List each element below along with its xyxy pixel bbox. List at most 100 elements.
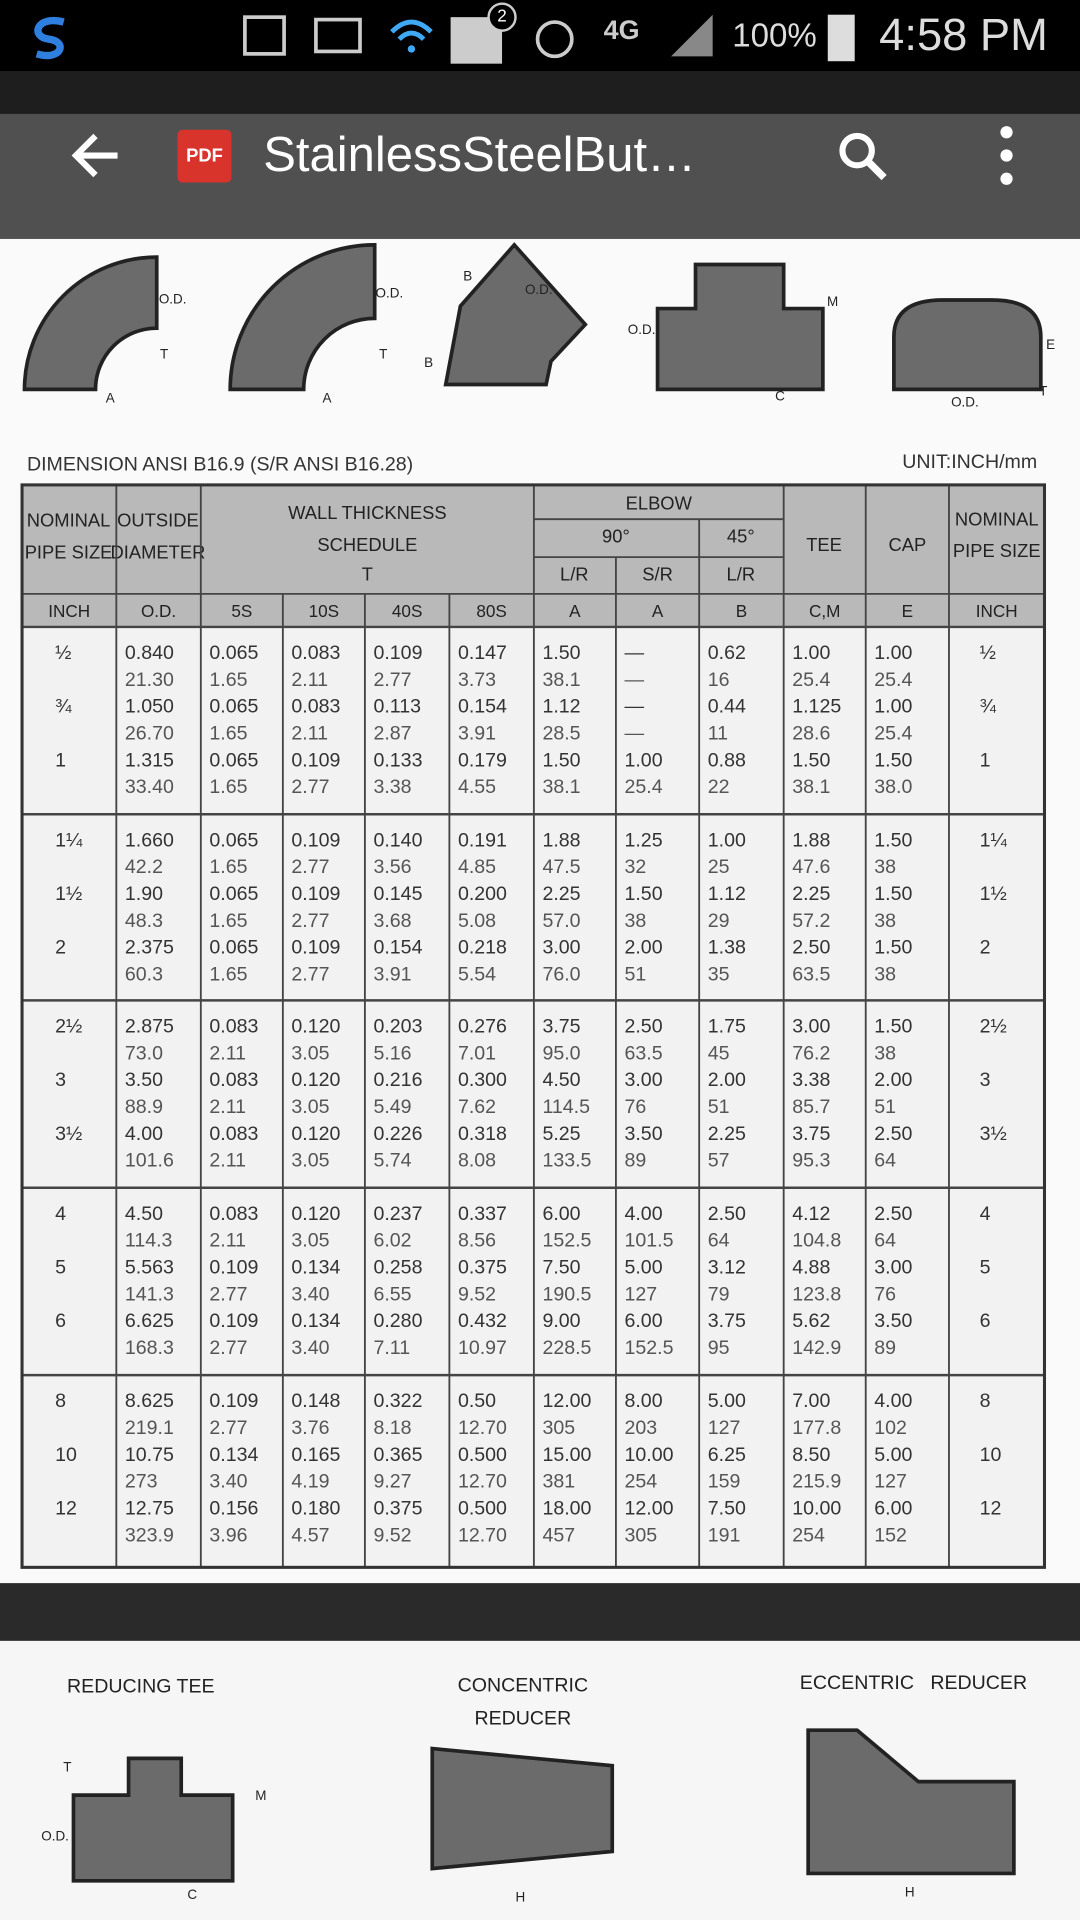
- nominal-size: 10: [980, 1444, 1002, 1466]
- header-cell: B: [736, 601, 747, 621]
- cell-mm: 38.1: [542, 669, 580, 691]
- cell-inch: 0.065: [209, 937, 258, 959]
- cell-inch: 1.25: [624, 829, 662, 851]
- cell-mm: 219.1: [125, 1417, 174, 1439]
- cell-mm: 2.11: [209, 1096, 246, 1118]
- cell-inch: 3.12: [708, 1256, 746, 1278]
- cell-inch: 0.154: [373, 937, 422, 959]
- header-cell: CAP: [888, 534, 926, 555]
- cell-mm: 38.0: [874, 776, 912, 798]
- cell-mm: 5.49: [373, 1096, 411, 1118]
- cell-inch: 1.50: [792, 749, 830, 771]
- cell-inch: 0.065: [209, 749, 258, 771]
- cell-inch: 1.88: [542, 829, 580, 851]
- nominal-size: 3: [980, 1069, 991, 1091]
- dimension-label: O.D.: [159, 292, 187, 307]
- cell-mm: 12.70: [458, 1471, 507, 1493]
- cell-inch: 8.50: [792, 1444, 830, 1466]
- cell-inch: 0.191: [458, 829, 507, 851]
- dot: [1000, 149, 1013, 162]
- cell-inch: —: [624, 696, 644, 718]
- cell-mm: 152: [874, 1524, 907, 1546]
- cell-mm: 89: [624, 1150, 646, 1172]
- cell-inch: 0.237: [373, 1203, 422, 1225]
- dimension-label: M: [255, 1788, 266, 1803]
- cell-inch: 2.375: [125, 937, 174, 959]
- dimension-label: O.D.: [41, 1828, 69, 1843]
- cell-inch: 1.050: [125, 696, 174, 718]
- cell-inch: 0.156: [209, 1497, 258, 1519]
- cell-mm: 2.11: [209, 1230, 246, 1252]
- cell-inch: 0.165: [291, 1444, 340, 1466]
- cell-mm: 29: [708, 910, 730, 932]
- cell-inch: 0.375: [373, 1497, 422, 1519]
- header-cell: PIPE SIZE: [953, 540, 1041, 561]
- status-bar: [0, 0, 1080, 72]
- pdf-badge-text: PDF: [186, 145, 223, 166]
- cell-inch: 0.083: [291, 696, 340, 718]
- cell-mm: 8.56: [458, 1230, 496, 1252]
- cell-mm: 254: [624, 1471, 657, 1493]
- cell-mm: 38: [874, 856, 896, 878]
- search-button[interactable]: [839, 132, 887, 181]
- cell-inch: 2.25: [708, 1123, 746, 1145]
- cell-mm: 101.6: [125, 1150, 174, 1172]
- cell-mm: 159: [708, 1471, 741, 1493]
- cell-mm: 142.9: [792, 1337, 841, 1359]
- cell-inch: 2.50: [792, 937, 830, 959]
- cell-inch: 0.134: [291, 1256, 340, 1278]
- cell-mm: 76.0: [542, 963, 580, 985]
- header-cell: 10S: [309, 601, 339, 621]
- cell-mm: 38.1: [542, 776, 580, 798]
- cell-mm: 3.40: [209, 1471, 247, 1493]
- cell-inch: 2.50: [874, 1203, 912, 1225]
- cell-mm: 6.55: [373, 1283, 411, 1305]
- cell-mm: 254: [792, 1524, 825, 1546]
- cell-mm: 127: [874, 1471, 907, 1493]
- cell-inch: 9.00: [542, 1310, 580, 1332]
- cell-mm: 8.08: [458, 1150, 496, 1172]
- cell-inch: 3.50: [125, 1069, 163, 1091]
- dimension-label: E: [1046, 337, 1055, 352]
- cell-mm: 11: [708, 722, 728, 744]
- separator: [0, 71, 1080, 117]
- cell-mm: 1.65: [209, 910, 247, 932]
- cell-mm: 12.70: [458, 1417, 507, 1439]
- cell-inch: 2.00: [624, 937, 662, 959]
- back-button[interactable]: [71, 133, 118, 178]
- cell-mm: 4.55: [458, 776, 496, 798]
- cell-inch: 0.065: [209, 883, 258, 905]
- cell-inch: 0.276: [458, 1016, 507, 1038]
- app-icon: [34, 16, 65, 60]
- cell-inch: 0.375: [458, 1256, 507, 1278]
- menu-button[interactable]: [1000, 126, 1013, 185]
- nominal-size: 4: [980, 1203, 991, 1225]
- dimension-label: B: [463, 268, 472, 283]
- cell-inch: 4.50: [542, 1069, 580, 1091]
- cell-mm: 3.05: [291, 1042, 329, 1064]
- cell-mm: 95: [708, 1337, 730, 1359]
- cell-mm: 305: [542, 1417, 575, 1439]
- cell-inch: 12.00: [542, 1390, 591, 1412]
- header-cell: A: [652, 601, 664, 621]
- cell-mm: 381: [542, 1471, 575, 1493]
- cell-mm: 228.5: [542, 1337, 591, 1359]
- nominal-size: 2: [55, 937, 66, 959]
- header-cell: L/R: [560, 563, 589, 584]
- cell-inch: 8.00: [624, 1390, 662, 1412]
- nominal-size: 3: [55, 1069, 66, 1091]
- cell-mm: 25.4: [874, 669, 912, 691]
- cell-mm: 5.08: [458, 910, 496, 932]
- cell-inch: 3.00: [874, 1256, 912, 1278]
- cell-inch: 0.147: [458, 642, 507, 664]
- concentric-reducer-figure: [430, 1746, 615, 1871]
- network-type: 4G: [604, 15, 640, 45]
- cell-inch: 5.62: [792, 1310, 830, 1332]
- cell-mm: 2.11: [209, 1042, 246, 1064]
- cell-inch: 10.75: [125, 1444, 174, 1466]
- cell-mm: 4.57: [291, 1524, 329, 1546]
- cell-mm: 35: [708, 963, 730, 985]
- cell-inch: 0.109: [291, 749, 340, 771]
- cell-inch: 2.50: [708, 1203, 746, 1225]
- figure-title: CONCENTRIC: [458, 1674, 589, 1696]
